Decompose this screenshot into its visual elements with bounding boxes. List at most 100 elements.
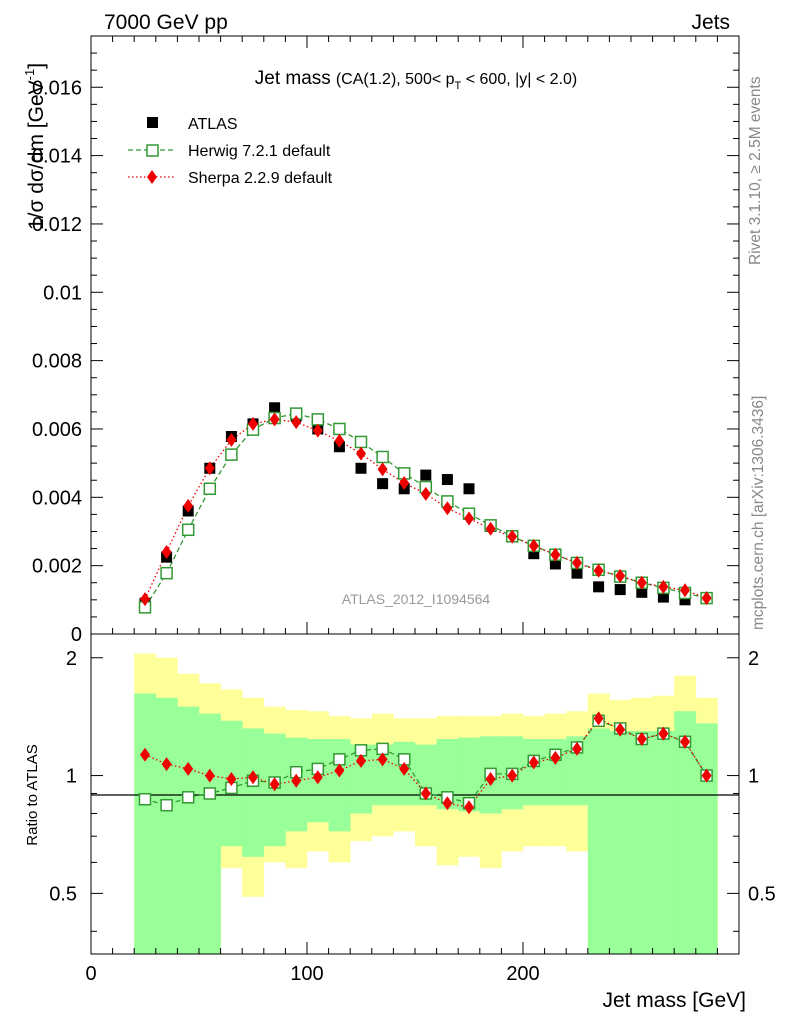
ratio-y-tick-label-right: 0.5 <box>748 883 776 905</box>
main-y-tick-label: 0.014 <box>32 146 82 168</box>
legend-atlas-marker <box>147 117 158 128</box>
atlas-point <box>679 594 691 606</box>
ratio-uncertainty-bands <box>134 653 718 954</box>
sherpa-ratio-point <box>161 757 172 772</box>
ratio-band-inner-bin <box>134 693 157 954</box>
atlas-point <box>593 581 605 593</box>
sherpa-point <box>291 415 302 430</box>
ratio-band-inner-bin <box>674 711 697 954</box>
sherpa-point <box>658 579 669 594</box>
sherpa-point <box>161 544 172 559</box>
herwig-ratio-point <box>203 787 217 800</box>
ratio-band-inner-bin <box>631 730 653 954</box>
main-y-title-text: 1/σ dσ/dm [GeV <box>25 80 48 230</box>
herwig-point <box>225 448 238 461</box>
herwig-point <box>181 523 195 537</box>
ratio-band-inner-bin <box>328 739 351 832</box>
main-y-axis-title: 1/σ dσ/dm [GeV-1] <box>22 63 48 230</box>
watermark: ATLAS_2012_I1094564 <box>342 591 491 607</box>
header-left: 7000 GeV pp <box>104 11 228 34</box>
herwig-ratio-point <box>333 753 346 766</box>
sherpa-ratio-point <box>485 771 496 786</box>
herwig-main-line <box>144 412 707 608</box>
ratio-band-inner-bin <box>177 706 200 954</box>
atlas-point <box>549 558 561 570</box>
sherpa-point <box>572 555 582 570</box>
main-y-tick-label: 0.004 <box>32 487 82 509</box>
main-y-tick-label: 0 <box>71 624 82 646</box>
sherpa-ratio-point <box>291 773 302 788</box>
herwig-ratio-point <box>181 791 195 804</box>
ratio-y-tick-label: 2 <box>66 648 77 670</box>
ratio-band-inner-bin <box>458 737 481 812</box>
main-y-tick-label: 0.006 <box>32 419 82 441</box>
ratio-y-tick-label-right: 1 <box>748 766 759 788</box>
plot-title-suffix: < 600, |y| < 2.0) <box>461 71 577 88</box>
sherpa-ratio-point <box>377 752 388 767</box>
ratio-band-inner-bin <box>695 723 718 954</box>
sherpa-ratio-point <box>140 747 150 762</box>
legend-sherpa-label: Sherpa 2.2.9 default <box>188 170 333 187</box>
sherpa-ratio-point <box>420 786 431 801</box>
sherpa-point <box>701 591 712 606</box>
herwig-point <box>333 422 346 436</box>
ratio-y-tick-label: 1 <box>66 766 77 788</box>
x-axis-title: Jet mass [GeV] <box>602 989 746 1012</box>
plot-title-subscript: T <box>455 80 462 92</box>
sherpa-point <box>636 575 647 590</box>
atlas-point <box>657 591 669 603</box>
sherpa-ratio-point <box>334 763 345 778</box>
sherpa-ratio-point <box>658 726 669 741</box>
main-axis-ticks: 0 0.002 0.004 0.006 0.008 0.01 0.012 0.014 0.016 <box>32 35 739 646</box>
plot-title: Jet mass (CA(1.2), 500< pT < 600, |y| < 2… <box>255 68 577 92</box>
sherpa-ratio-point <box>680 734 690 749</box>
mcplots-label: mcplots.cern.ch [arXiv:1306.3436] <box>750 396 767 630</box>
atlas-point <box>355 462 367 474</box>
sherpa-point <box>140 592 150 607</box>
sherpa-ratio-point <box>464 800 474 815</box>
sherpa-point <box>334 433 345 448</box>
main-y-title-close: ] <box>25 63 48 69</box>
ratio-frame <box>90 633 740 955</box>
sherpa-point <box>420 486 431 501</box>
plot-title-sub: (CA(1.2), 500< p <box>336 71 455 88</box>
sherpa-ratio-point <box>550 750 561 765</box>
rivet-label: Rivet 3.1.10, ≥ 2.5M events <box>747 76 764 265</box>
ratio-band-inner-bin <box>609 730 632 954</box>
ratio-y-axis-title: Ratio to ATLAS <box>24 744 41 845</box>
sherpa-point <box>377 462 388 477</box>
sherpa-ratio-point <box>507 768 518 783</box>
x-tick-label: 100 <box>290 963 323 985</box>
sherpa-point <box>248 416 258 431</box>
ratio-axis-ticks: 0.5 0.5 1 1 2 2 0 100 200 <box>49 648 776 985</box>
sherpa-point <box>615 568 626 583</box>
sherpa-point <box>680 583 690 598</box>
main-y-tick-label: 0.012 <box>32 214 82 236</box>
atlas-point <box>636 586 648 598</box>
sherpa-point <box>356 446 366 461</box>
atlas-point <box>441 474 453 486</box>
legend-sherpa-marker <box>147 170 157 184</box>
sherpa-ratio-point <box>593 711 604 726</box>
atlas-point <box>528 548 540 560</box>
sherpa-point <box>204 461 215 476</box>
sherpa-ratio-point <box>356 753 366 768</box>
main-y-tick-label: 0.008 <box>32 351 82 373</box>
atlas-point <box>269 402 281 414</box>
ratio-band-inner-bin <box>242 728 265 857</box>
sherpa-ratio-point <box>399 761 410 776</box>
sherpa-ratio-point <box>312 770 323 785</box>
main-y-title-sup: -1 <box>22 69 37 81</box>
sherpa-ratio-point <box>701 768 712 783</box>
sherpa-point <box>183 498 194 513</box>
herwig-point <box>354 435 368 449</box>
ratio-band-inner-bin <box>199 713 221 954</box>
sherpa-point <box>312 423 323 438</box>
sherpa-point <box>485 521 496 536</box>
legend-atlas-label: ATLAS <box>188 116 238 133</box>
sherpa-ratio-point <box>615 722 626 737</box>
main-series-layer <box>138 402 713 614</box>
legend-herwig-marker <box>146 144 159 157</box>
atlas-point <box>571 567 583 579</box>
